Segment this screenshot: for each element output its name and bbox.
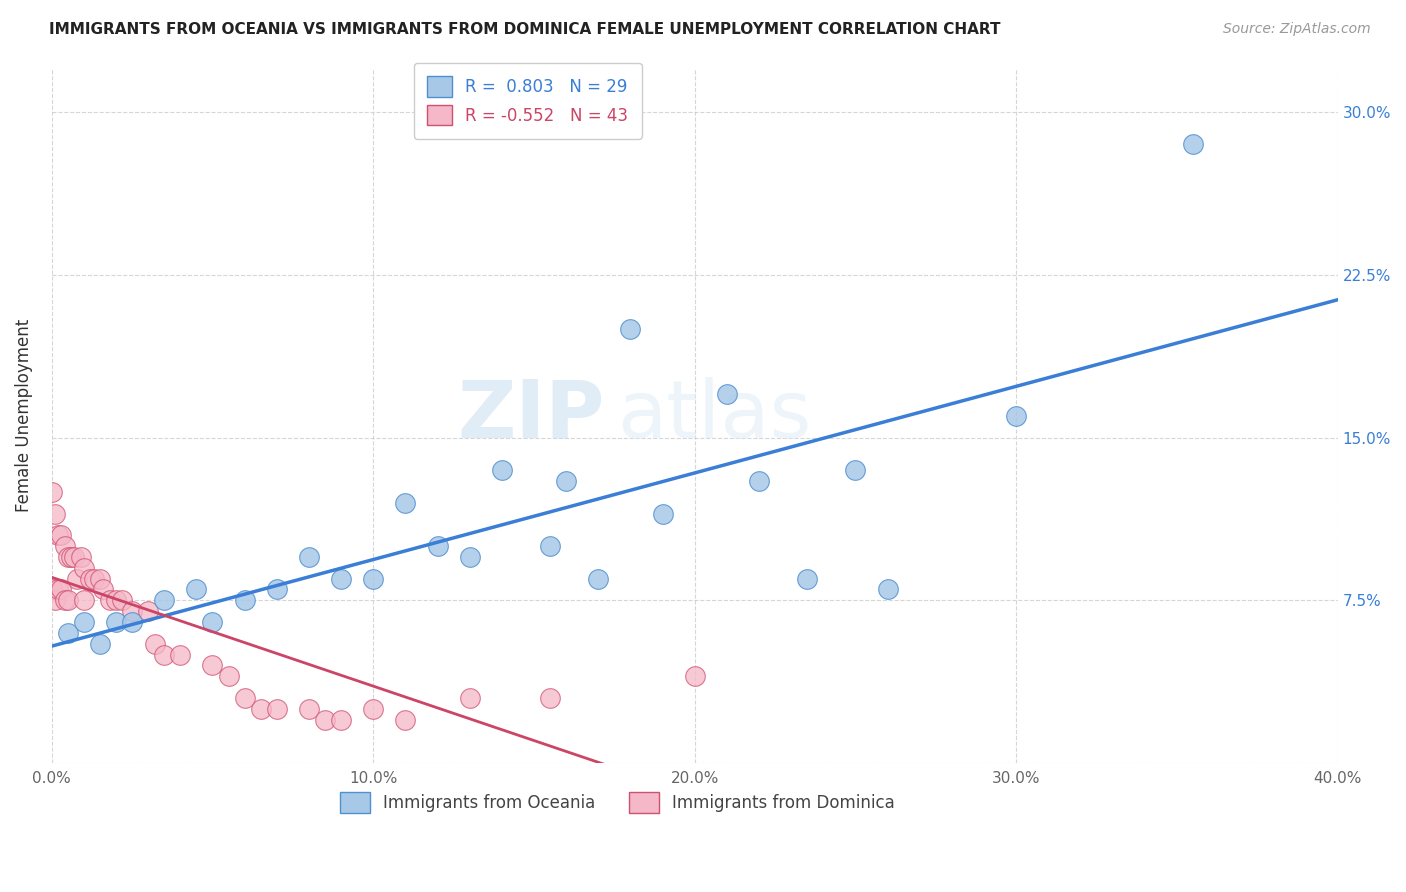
Point [796, 572, 818, 586]
Point [56, 626, 79, 640]
Point [186, 582, 208, 597]
Point [683, 669, 706, 683]
Point [876, 582, 898, 597]
Point [458, 549, 481, 564]
Point [1005, 409, 1028, 423]
Point [394, 713, 416, 727]
Point [153, 648, 176, 662]
Point [89, 572, 111, 586]
Point [266, 582, 288, 597]
Point [233, 593, 256, 607]
Point [201, 615, 224, 629]
Point [426, 539, 449, 553]
Point [121, 615, 143, 629]
Point [361, 572, 384, 586]
Legend: Immigrants from Oceania, Immigrants from Dominica: Immigrants from Oceania, Immigrants from… [329, 780, 907, 824]
Point [586, 572, 609, 586]
Point [91, 582, 114, 597]
Point [44, 507, 66, 521]
Text: atlas: atlas [617, 376, 811, 455]
Point [111, 593, 134, 607]
Point [79, 572, 101, 586]
Point [56, 549, 79, 564]
Point [53, 593, 76, 607]
Point [105, 615, 128, 629]
Point [51, 582, 73, 597]
Point [298, 549, 321, 564]
Point [41, 484, 63, 499]
Point [136, 604, 159, 618]
Point [121, 604, 143, 618]
Point [46, 582, 69, 597]
Point [46, 528, 69, 542]
Point [233, 691, 256, 706]
Point [83, 572, 105, 586]
Point [60, 549, 83, 564]
Text: IMMIGRANTS FROM OCEANIA VS IMMIGRANTS FROM DOMINICA FEMALE UNEMPLOYMENT CORRELAT: IMMIGRANTS FROM OCEANIA VS IMMIGRANTS FR… [49, 22, 1001, 37]
Point [73, 561, 96, 575]
Point [538, 539, 561, 553]
Point [361, 702, 384, 716]
Point [491, 463, 513, 477]
Point [63, 549, 86, 564]
Point [298, 702, 321, 716]
Point [73, 615, 96, 629]
Point [651, 507, 673, 521]
Point [51, 528, 73, 542]
Point [69, 549, 91, 564]
Point [716, 387, 738, 401]
Point [266, 702, 288, 716]
Point [458, 691, 481, 706]
Point [41, 582, 63, 597]
Point [249, 702, 271, 716]
Point [844, 463, 866, 477]
Point [89, 637, 111, 651]
Y-axis label: Female Unemployment: Female Unemployment [15, 319, 32, 512]
Point [1181, 137, 1204, 152]
Point [153, 593, 176, 607]
Point [314, 713, 336, 727]
Point [73, 593, 96, 607]
Point [201, 658, 224, 673]
Point [169, 648, 191, 662]
Point [105, 593, 128, 607]
Point [143, 637, 166, 651]
Point [330, 572, 353, 586]
Point [619, 322, 641, 336]
Point [538, 691, 561, 706]
Point [53, 539, 76, 553]
Text: Source: ZipAtlas.com: Source: ZipAtlas.com [1223, 22, 1371, 37]
Point [748, 474, 770, 488]
Text: ZIP: ZIP [457, 376, 605, 455]
Point [66, 572, 89, 586]
Point [330, 713, 353, 727]
Point [98, 593, 121, 607]
Point [394, 496, 416, 510]
Point [218, 669, 240, 683]
Point [44, 593, 66, 607]
Point [56, 593, 79, 607]
Point [555, 474, 578, 488]
